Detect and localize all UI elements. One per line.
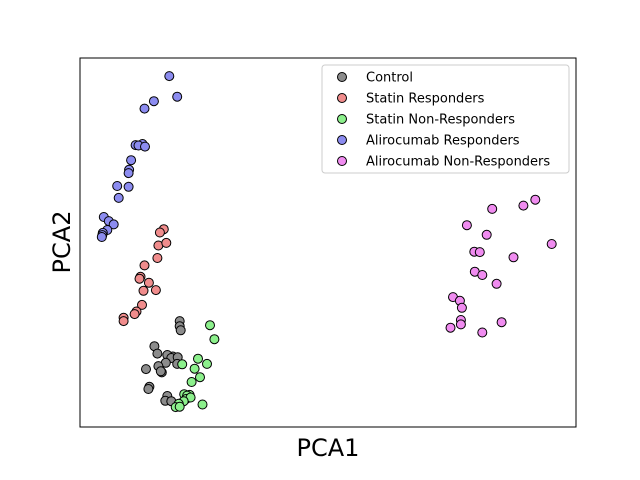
- data-point: [508, 252, 519, 263]
- data-point: [140, 141, 150, 152]
- data-point: [491, 278, 502, 289]
- data-point: [143, 277, 154, 288]
- data-point: [195, 372, 205, 383]
- data-point: [455, 319, 466, 330]
- data-point: [202, 358, 212, 369]
- legend-marker: [337, 72, 347, 82]
- data-point: [193, 353, 203, 364]
- data-point: [477, 327, 488, 338]
- series-1: [118, 224, 172, 327]
- data-point: [496, 317, 507, 328]
- series-3: [96, 71, 183, 242]
- points-layer: [96, 71, 557, 413]
- data-point: [155, 366, 166, 377]
- data-point: [481, 229, 492, 240]
- y-axis-label: PCA2: [48, 211, 76, 274]
- series-4: [445, 194, 557, 338]
- series-2: [170, 320, 220, 413]
- legend-items: Control Statin Responders Statin Non-Respo…: [337, 71, 550, 170]
- legend-box: [321, 64, 570, 174]
- legend-label: Control: [366, 71, 413, 86]
- data-point: [113, 192, 124, 203]
- data-point: [209, 334, 220, 345]
- legend: Control Statin Responders Statin Non-Respo…: [321, 64, 570, 174]
- data-point: [150, 285, 161, 296]
- data-point: [112, 181, 123, 191]
- legend-marker: [337, 114, 347, 124]
- data-point: [177, 359, 188, 370]
- data-point: [174, 401, 185, 412]
- legend-label: Alirocumab Non-Responders: [366, 155, 550, 170]
- data-point: [456, 302, 467, 313]
- series-0: [141, 316, 186, 407]
- data-point: [108, 219, 119, 230]
- data-point: [518, 200, 529, 211]
- data-point: [139, 260, 150, 271]
- data-point: [461, 220, 472, 231]
- data-point: [205, 320, 215, 331]
- data-point: [138, 285, 149, 296]
- data-point: [186, 377, 197, 387]
- data-point: [161, 237, 172, 248]
- data-point: [123, 168, 134, 179]
- data-point: [154, 227, 165, 238]
- legend-label: Statin Responders: [366, 92, 485, 107]
- data-point: [477, 270, 488, 280]
- data-point: [487, 203, 498, 214]
- data-point: [126, 155, 137, 166]
- data-point: [189, 363, 200, 374]
- data-point: [118, 316, 129, 327]
- legend-marker: [337, 93, 347, 103]
- x-axis-label: PCA1: [297, 434, 360, 462]
- data-point: [143, 384, 154, 394]
- legend-marker: [337, 135, 347, 145]
- data-point: [164, 71, 175, 82]
- data-point: [445, 322, 456, 333]
- data-point: [141, 364, 151, 375]
- data-point: [474, 247, 485, 258]
- legend-marker: [337, 156, 347, 166]
- data-point: [530, 194, 541, 205]
- data-point: [172, 91, 183, 102]
- data-point: [129, 309, 140, 320]
- data-point: [148, 96, 159, 107]
- data-point: [134, 273, 145, 284]
- data-point: [137, 299, 147, 310]
- data-point: [546, 239, 557, 249]
- legend-label: Statin Non-Responders: [366, 113, 515, 128]
- data-point: [152, 253, 163, 263]
- legend-label: Alirocumab Responders: [366, 134, 520, 149]
- data-point: [139, 103, 150, 114]
- data-point: [175, 325, 186, 336]
- data-point: [197, 399, 208, 410]
- data-point: [123, 181, 134, 192]
- data-point: [96, 232, 107, 242]
- plot-frame: [79, 57, 577, 428]
- data-point: [152, 348, 163, 359]
